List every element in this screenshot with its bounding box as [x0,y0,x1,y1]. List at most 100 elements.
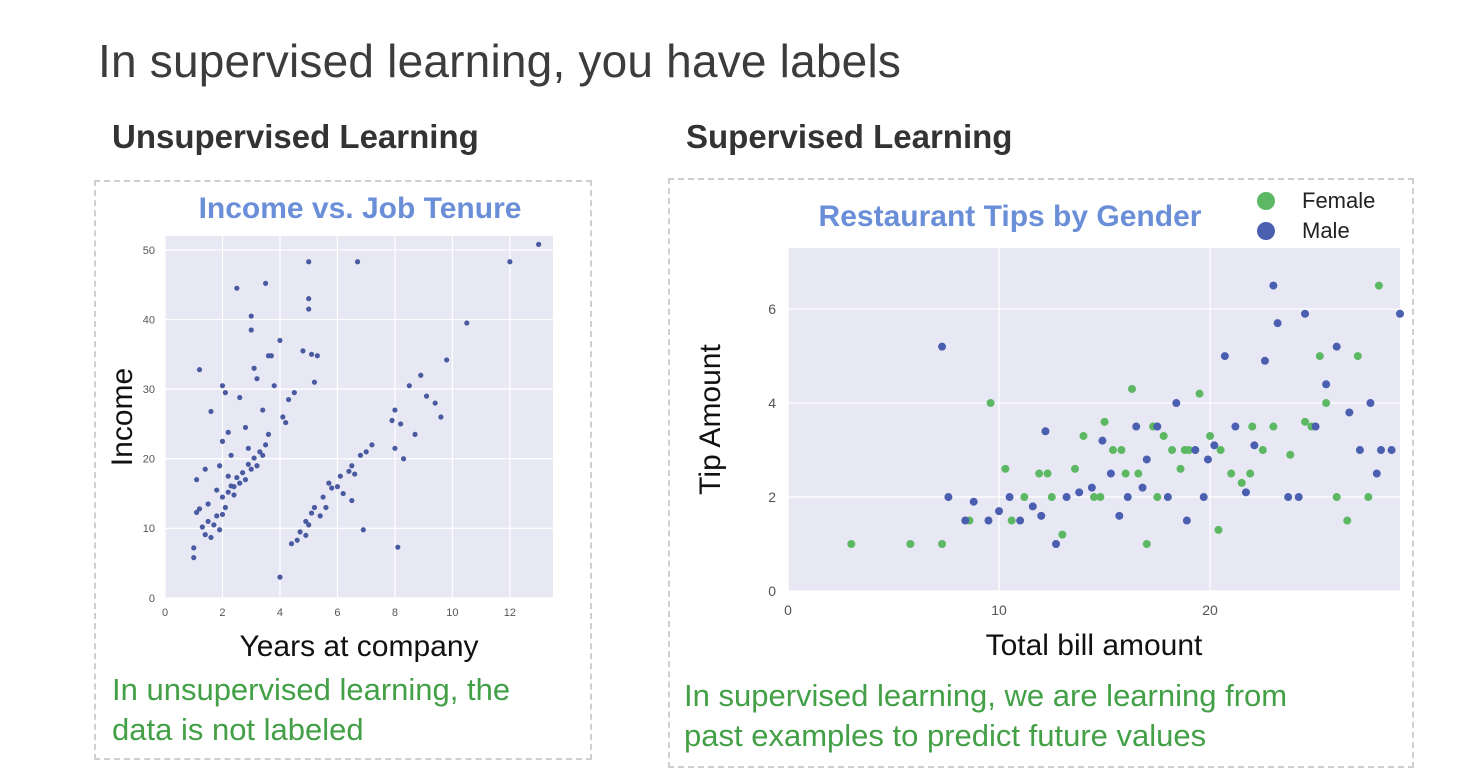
data-point [536,241,542,247]
data-point-male [969,497,978,506]
data-point-male [1087,483,1096,492]
data-point [234,285,240,291]
chart-title: Restaurant Tips by Gender [819,200,1202,233]
y-tick-label: 4 [768,395,776,411]
y-tick-label: 6 [768,301,776,317]
data-point [237,394,243,401]
data-point-male [984,516,993,525]
data-point-female [1364,493,1373,502]
data-point-male [1231,422,1240,431]
supervised-heading: Supervised Learning [686,118,1013,155]
data-point-female [1227,469,1236,478]
data-point [280,414,286,420]
data-point-female [1248,422,1257,431]
data-point [262,280,269,286]
data-point [326,480,332,486]
data-point-male [1210,441,1219,450]
data-point [398,421,404,427]
data-point [297,529,303,535]
data-point [288,541,295,547]
data-point [202,532,208,538]
data-point [464,320,470,326]
data-point-male [1273,319,1282,328]
data-point [392,407,398,413]
data-point-female [1258,446,1267,455]
data-point-female [1001,464,1010,473]
data-point-female [1007,516,1016,525]
data-point-female [1176,464,1185,473]
data-point [300,348,306,354]
data-point-male [1372,469,1381,478]
supervised-panel [668,178,1414,768]
data-point-female [1043,469,1052,478]
x-tick-label: 10 [991,602,1007,618]
data-point [219,511,226,518]
data-point [248,466,254,472]
y-tick-label: 2 [768,489,776,505]
data-point [395,544,401,550]
data-point-male [1123,493,1132,502]
supervised-caption-line1: In supervised learning, we are learning … [684,678,1288,713]
data-point-male [961,516,970,525]
y-tick-label: 10 [143,523,155,535]
data-point [242,424,249,431]
data-point-female [1343,516,1352,525]
x-axis-label: Years at company [239,630,478,663]
data-point-female [1079,431,1088,440]
data-point [311,504,318,511]
data-point-female [1286,450,1295,459]
slide-title: In supervised learning, you have labels [98,35,902,87]
supervised-caption-line2: past examples to predict future values [684,718,1207,753]
data-point [245,445,251,451]
data-point-male [1345,408,1354,417]
data-point [340,490,346,497]
data-point [194,509,200,515]
data-point [308,351,315,357]
data-point [337,473,343,479]
legend-label-male: Male [1302,218,1350,243]
data-point-female [1035,469,1044,478]
data-point [234,474,240,481]
data-point [406,383,412,389]
x-tick-label: 20 [1202,602,1218,618]
data-point [245,461,251,467]
data-point [240,470,246,476]
data-point-male [995,507,1004,516]
data-point [222,504,228,511]
data-point-male [1062,493,1071,502]
data-point [314,353,320,359]
data-point-male [1098,436,1107,445]
supervised-caption: In supervised learning, we are learning … [684,676,1404,756]
data-point [392,445,398,451]
data-point-male [1172,399,1181,408]
data-point-male [1028,502,1037,511]
data-point-female [1332,493,1341,502]
data-point [219,383,226,389]
data-point-female [1246,469,1255,478]
data-point-male [1153,422,1162,431]
data-point [219,494,226,500]
data-point [214,513,220,519]
data-point-male [1075,488,1084,497]
x-tick-label: 12 [504,607,516,619]
x-tick-label: 6 [334,607,340,619]
y-tick-label: 0 [149,593,155,605]
data-point-male [1269,281,1278,290]
data-point-male [1387,446,1396,455]
data-point-male [1182,516,1191,525]
data-point [320,494,326,500]
data-point-male [1377,446,1386,455]
data-point [306,296,312,302]
data-point-male [1041,427,1050,436]
data-point [205,501,211,507]
data-point [262,442,269,448]
data-point-male [1250,441,1259,450]
unsupervised-caption: In unsupervised learning, the data is no… [112,670,582,750]
data-point [214,487,220,493]
data-point-male [1284,493,1293,502]
data-point-male [1366,399,1375,408]
data-point [225,473,231,479]
data-point [277,337,283,344]
y-tick-label: 40 [143,314,155,326]
